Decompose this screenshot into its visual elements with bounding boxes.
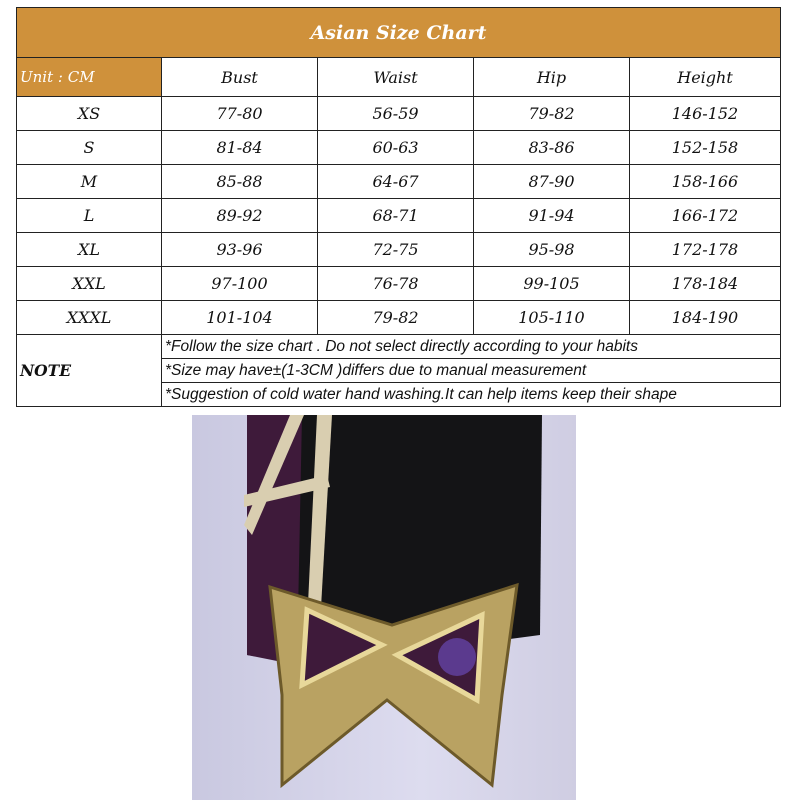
- size-value: 64-67: [317, 164, 474, 199]
- size-value: 85-88: [161, 164, 318, 199]
- size-value: 101-104: [161, 300, 318, 335]
- size-value: 76-78: [317, 266, 474, 301]
- product-photo: [192, 415, 576, 800]
- table-row: XS 77-80 56-59 79-82 146-152: [16, 96, 781, 131]
- size-value: 158-166: [629, 164, 781, 199]
- size-value: 95-98: [473, 232, 630, 267]
- table-row: XXL 97-100 76-78 99-105 178-184: [16, 266, 781, 301]
- note-text: *Follow the size chart . Do not select d…: [161, 334, 781, 359]
- size-value: 87-90: [473, 164, 630, 199]
- size-value: 60-63: [317, 130, 474, 165]
- table-row: M 85-88 64-67 87-90 158-166: [16, 164, 781, 199]
- size-value: 79-82: [317, 300, 474, 335]
- unit-label: Unit : CM: [16, 57, 162, 97]
- size-value: 81-84: [161, 130, 318, 165]
- size-value: 97-100: [161, 266, 318, 301]
- costume-hem-image: [244, 415, 542, 789]
- size-label: XL: [16, 232, 162, 267]
- size-value: 166-172: [629, 198, 781, 233]
- size-value: 89-92: [161, 198, 318, 233]
- size-value: 172-178: [629, 232, 781, 267]
- column-header: Bust: [161, 57, 318, 97]
- table-row: XXXL 101-104 79-82 105-110 184-190: [16, 300, 781, 335]
- column-header: Hip: [473, 57, 630, 97]
- size-value: 178-184: [629, 266, 781, 301]
- size-value: 93-96: [161, 232, 318, 267]
- size-value: 146-152: [629, 96, 781, 131]
- size-label: S: [16, 130, 162, 165]
- note-label: NOTE: [16, 334, 162, 407]
- size-value: 79-82: [473, 96, 630, 131]
- table-row: XL 93-96 72-75 95-98 172-178: [16, 232, 781, 267]
- size-value: 83-86: [473, 130, 630, 165]
- note-text: *Size may have±(1-3CM )differs due to ma…: [161, 358, 781, 383]
- size-label: XXXL: [16, 300, 162, 335]
- chart-title: Asian Size Chart: [16, 7, 781, 58]
- size-label: XS: [16, 96, 162, 131]
- size-value: 56-59: [317, 96, 474, 131]
- size-chart-table: Asian Size Chart Unit : CM Bust Waist Hi…: [16, 7, 781, 407]
- size-value: 91-94: [473, 198, 630, 233]
- size-label: XXL: [16, 266, 162, 301]
- size-value: 72-75: [317, 232, 474, 267]
- size-value: 68-71: [317, 198, 474, 233]
- note-text: *Suggestion of cold water hand washing.I…: [161, 382, 781, 407]
- size-value: 77-80: [161, 96, 318, 131]
- size-value: 105-110: [473, 300, 630, 335]
- column-header: Height: [629, 57, 781, 97]
- column-header: Waist: [317, 57, 474, 97]
- size-label: L: [16, 198, 162, 233]
- size-value: 152-158: [629, 130, 781, 165]
- size-value: 184-190: [629, 300, 781, 335]
- size-value: 99-105: [473, 266, 630, 301]
- size-label: M: [16, 164, 162, 199]
- table-row: L 89-92 68-71 91-94 166-172: [16, 198, 781, 233]
- table-row: S 81-84 60-63 83-86 152-158: [16, 130, 781, 165]
